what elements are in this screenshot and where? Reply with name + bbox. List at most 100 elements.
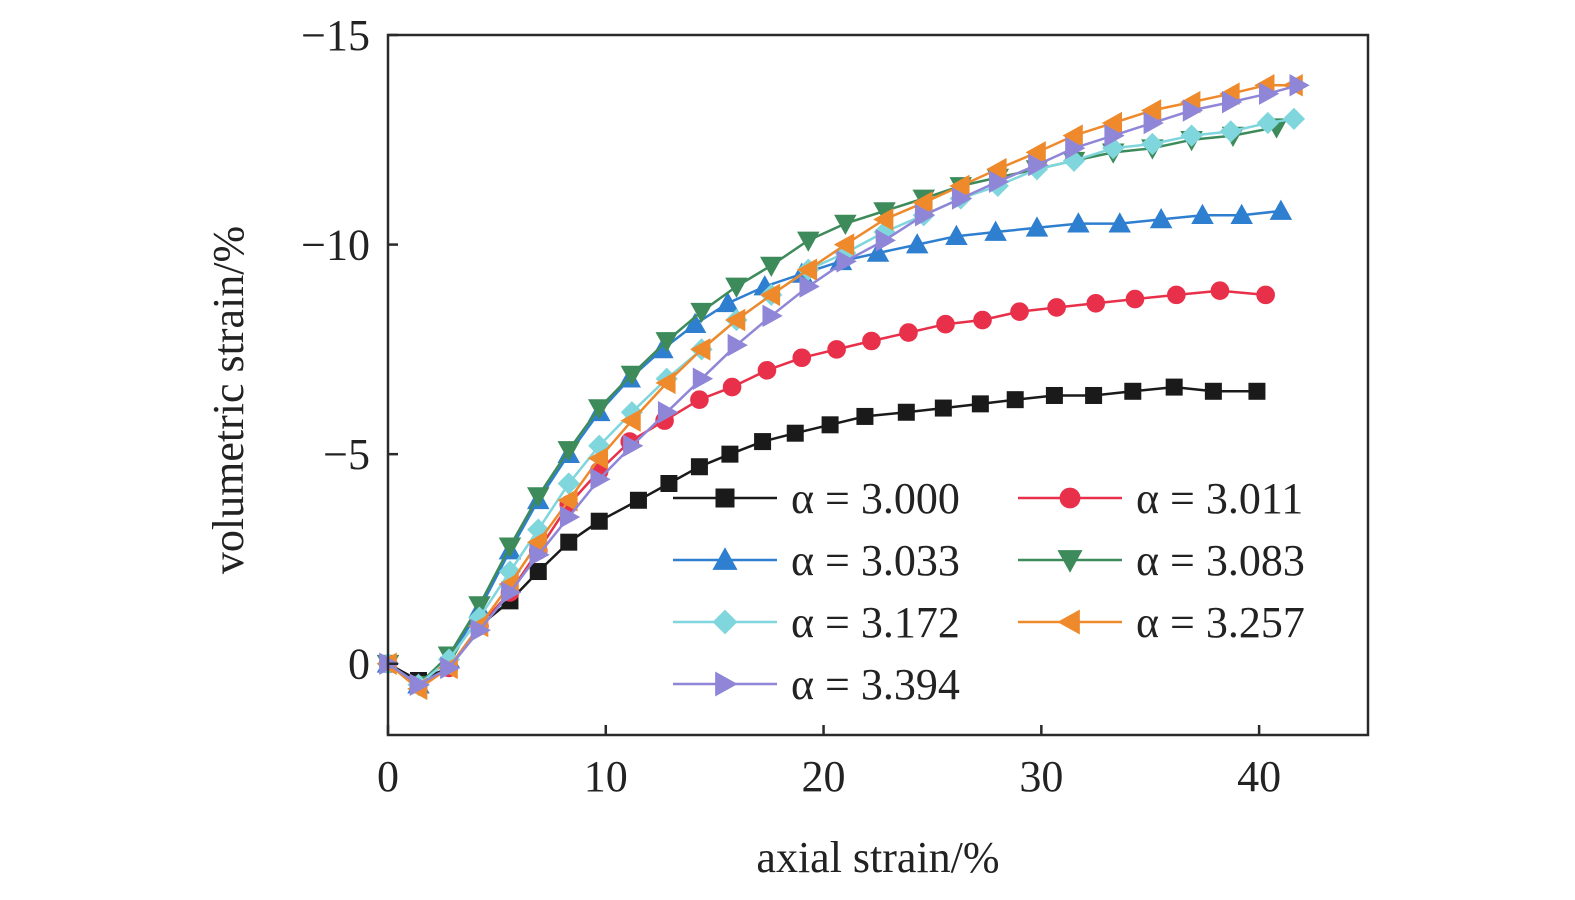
legend-item: α = 3.000	[673, 474, 960, 523]
data-point	[1101, 111, 1123, 135]
legend-item: α = 3.011	[1018, 474, 1303, 523]
data-point	[1210, 281, 1230, 300]
data-point	[1221, 90, 1243, 114]
x-axis-title: axial strain/%	[756, 833, 999, 882]
data-point	[501, 581, 522, 604]
data-point	[862, 331, 881, 351]
data-point	[620, 409, 641, 432]
series-3	[376, 199, 1293, 694]
data-point	[623, 434, 644, 458]
data-point	[834, 214, 857, 236]
data-point	[657, 400, 679, 424]
legend-label: α = 3.394	[791, 660, 960, 709]
data-point	[984, 220, 1007, 241]
data-point	[1065, 136, 1086, 160]
data-point	[797, 231, 820, 252]
data-point	[1204, 382, 1222, 400]
data-point	[690, 458, 708, 476]
data-point	[905, 233, 929, 254]
data-point	[757, 361, 777, 380]
data-point	[799, 275, 820, 298]
data-point	[796, 258, 818, 281]
data-point	[692, 367, 714, 390]
data-point	[529, 543, 550, 567]
data-point	[951, 187, 973, 210]
data-point	[1141, 132, 1164, 156]
data-point	[759, 283, 781, 307]
legend-label: α = 3.083	[1136, 536, 1305, 585]
data-point	[690, 338, 711, 361]
legend-marker	[1057, 550, 1083, 573]
data-point	[1230, 203, 1253, 225]
data-point	[827, 340, 846, 359]
data-point	[1062, 124, 1083, 147]
data-point	[914, 203, 936, 227]
y-tick-label: 0	[348, 640, 370, 689]
data-point	[833, 233, 855, 256]
data-point	[1045, 386, 1063, 404]
legend-marker	[715, 488, 735, 508]
data-point	[725, 277, 748, 298]
data-point	[722, 377, 742, 397]
data-point	[1180, 124, 1203, 147]
x-tick-label: 10	[584, 752, 628, 801]
data-point	[986, 157, 1007, 181]
data-point	[792, 348, 812, 368]
data-point	[934, 399, 952, 417]
legend-marker	[715, 671, 738, 697]
x-tick-label: 30	[1019, 752, 1063, 801]
x-tick-label: 20	[802, 752, 846, 801]
x-axis: 0 10 20 30 40	[377, 725, 1281, 801]
data-point	[725, 308, 746, 332]
data-point	[1108, 212, 1131, 233]
data-point	[945, 224, 968, 246]
legend-label: α = 3.033	[791, 536, 960, 585]
data-point	[856, 407, 874, 425]
data-point	[529, 563, 547, 581]
data-point	[1256, 111, 1279, 135]
data-point	[821, 416, 839, 434]
data-point	[1047, 298, 1066, 317]
data-point	[786, 424, 804, 442]
y-axis: 0 −5 −10 −15	[301, 11, 398, 689]
data-point	[836, 250, 857, 273]
data-point	[1124, 382, 1142, 400]
data-point	[1191, 203, 1214, 225]
legend-item: α = 3.394	[673, 660, 960, 709]
legend-marker	[712, 547, 738, 570]
data-point	[1010, 302, 1029, 321]
data-point	[1125, 289, 1145, 309]
data-point	[1143, 111, 1164, 135]
data-point	[409, 673, 430, 696]
data-point	[1259, 82, 1280, 105]
data-point	[1149, 208, 1173, 229]
x-tick-label: 40	[1237, 752, 1281, 801]
legend-item: α = 3.033	[673, 536, 960, 585]
data-point	[971, 395, 989, 413]
data-point	[1067, 212, 1090, 233]
data-point	[527, 487, 550, 508]
data-point	[590, 512, 608, 530]
data-point	[760, 256, 783, 277]
data-point	[949, 174, 970, 198]
data-point	[1248, 382, 1266, 400]
data-point	[866, 241, 890, 262]
data-point	[470, 618, 491, 642]
data-point	[1282, 107, 1306, 130]
data-point	[936, 314, 955, 334]
data-point	[526, 530, 548, 554]
legend-label: α = 3.257	[1136, 598, 1305, 647]
data-point	[620, 365, 644, 386]
data-point	[873, 208, 894, 231]
data-point	[690, 302, 713, 324]
data-point	[1165, 378, 1183, 396]
data-point	[498, 537, 522, 558]
data-point	[1269, 199, 1293, 220]
data-point	[721, 445, 739, 463]
legend-label: α = 3.011	[1136, 474, 1303, 523]
data-point	[440, 656, 461, 680]
data-point	[587, 399, 611, 420]
data-point	[973, 310, 992, 330]
